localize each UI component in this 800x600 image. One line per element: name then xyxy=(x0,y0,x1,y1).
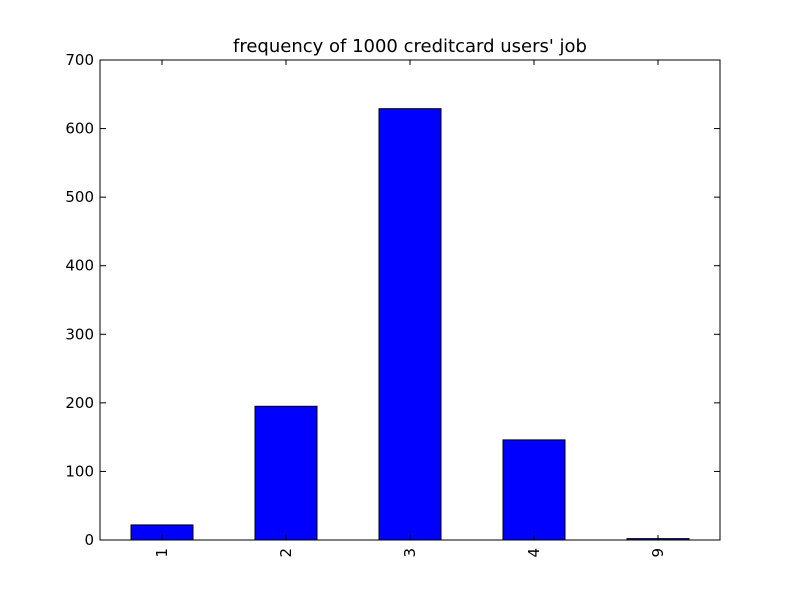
plot-frame xyxy=(99,59,721,541)
y-tick-label: 500 xyxy=(65,188,94,206)
y-axis: 0 100 200 300 400 500 600 700 xyxy=(65,51,720,549)
x-tick-label: 3 xyxy=(401,548,419,558)
x-tick-label: 2 xyxy=(277,548,295,558)
bar-4 xyxy=(502,439,566,541)
y-tick-label: 700 xyxy=(65,51,94,69)
x-tick-label: 9 xyxy=(649,548,667,558)
y-tick-label: 600 xyxy=(65,120,94,138)
bar-3 xyxy=(378,108,442,541)
y-tick-label: 400 xyxy=(65,257,94,275)
chart-title: frequency of 1000 creditcard users' job xyxy=(233,36,587,57)
y-tick-label: 100 xyxy=(65,462,94,480)
y-tick-label: 300 xyxy=(65,325,94,343)
bar-2 xyxy=(254,405,318,541)
x-tick-label: 1 xyxy=(153,548,171,558)
bars-group xyxy=(130,108,690,541)
x-tick-label: 4 xyxy=(525,548,543,558)
y-tick-label: 200 xyxy=(65,394,94,412)
y-tick-label: 0 xyxy=(84,531,94,549)
x-axis: 1 2 3 4 9 xyxy=(153,60,667,558)
